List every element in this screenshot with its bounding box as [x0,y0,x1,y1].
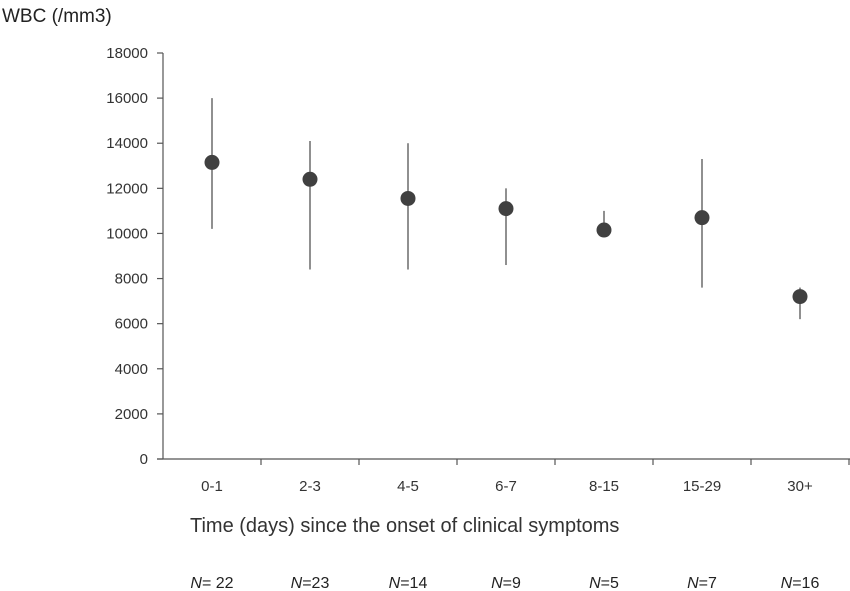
data-point [302,171,318,187]
x-tick-label: 2-3 [299,478,321,495]
sample-size-label: N=16 [781,575,820,591]
data-point [596,222,612,238]
y-tick-label: 10000 [106,225,148,242]
y-tick-label: 12000 [106,180,148,197]
x-tick-label: 0-1 [201,478,223,495]
y-tick-label: 8000 [115,271,148,288]
data-point [498,201,514,217]
y-tick-label: 6000 [115,316,148,333]
y-tick-label: 16000 [106,90,148,107]
data-point [400,190,416,206]
x-tick-label: 8-15 [589,478,619,495]
sample-size-label: N=5 [589,575,619,591]
sample-size-labels: N= 22 N=23 N=14 N=9 N=5 N=7 N=16 [190,575,819,591]
y-tick-label: 18000 [106,45,148,62]
x-tick-label: 6-7 [495,478,517,495]
y-ticks: 0 2000 4000 6000 8000 10000 12000 14000 16000 180… [106,45,163,468]
x-tick-label: 4-5 [397,478,419,495]
data-points [204,154,808,305]
axes [157,53,850,460]
data-point [694,210,710,226]
x-ticks: 0-1 2-3 4-5 6-7 8-15 15-29 30+ [201,459,850,495]
y-tick-label: 0 [140,451,148,468]
data-point [792,289,808,305]
sample-size-label: N=14 [389,575,428,591]
data-point [204,154,220,170]
y-tick-label: 4000 [115,361,148,378]
x-tick-label: 15-29 [683,478,721,495]
sample-size-label: N=9 [491,575,521,591]
sample-size-label: N=23 [291,575,330,591]
sample-size-label: N= 22 [190,575,233,591]
sample-size-label: N=7 [687,575,717,591]
y-tick-label: 14000 [106,135,148,152]
y-tick-label: 2000 [115,406,148,423]
x-axis-title: Time (days) since the onset of clinical … [190,515,619,537]
x-tick-label: 30+ [787,478,813,495]
y-axis-title: WBC (/mm3) [2,6,112,27]
